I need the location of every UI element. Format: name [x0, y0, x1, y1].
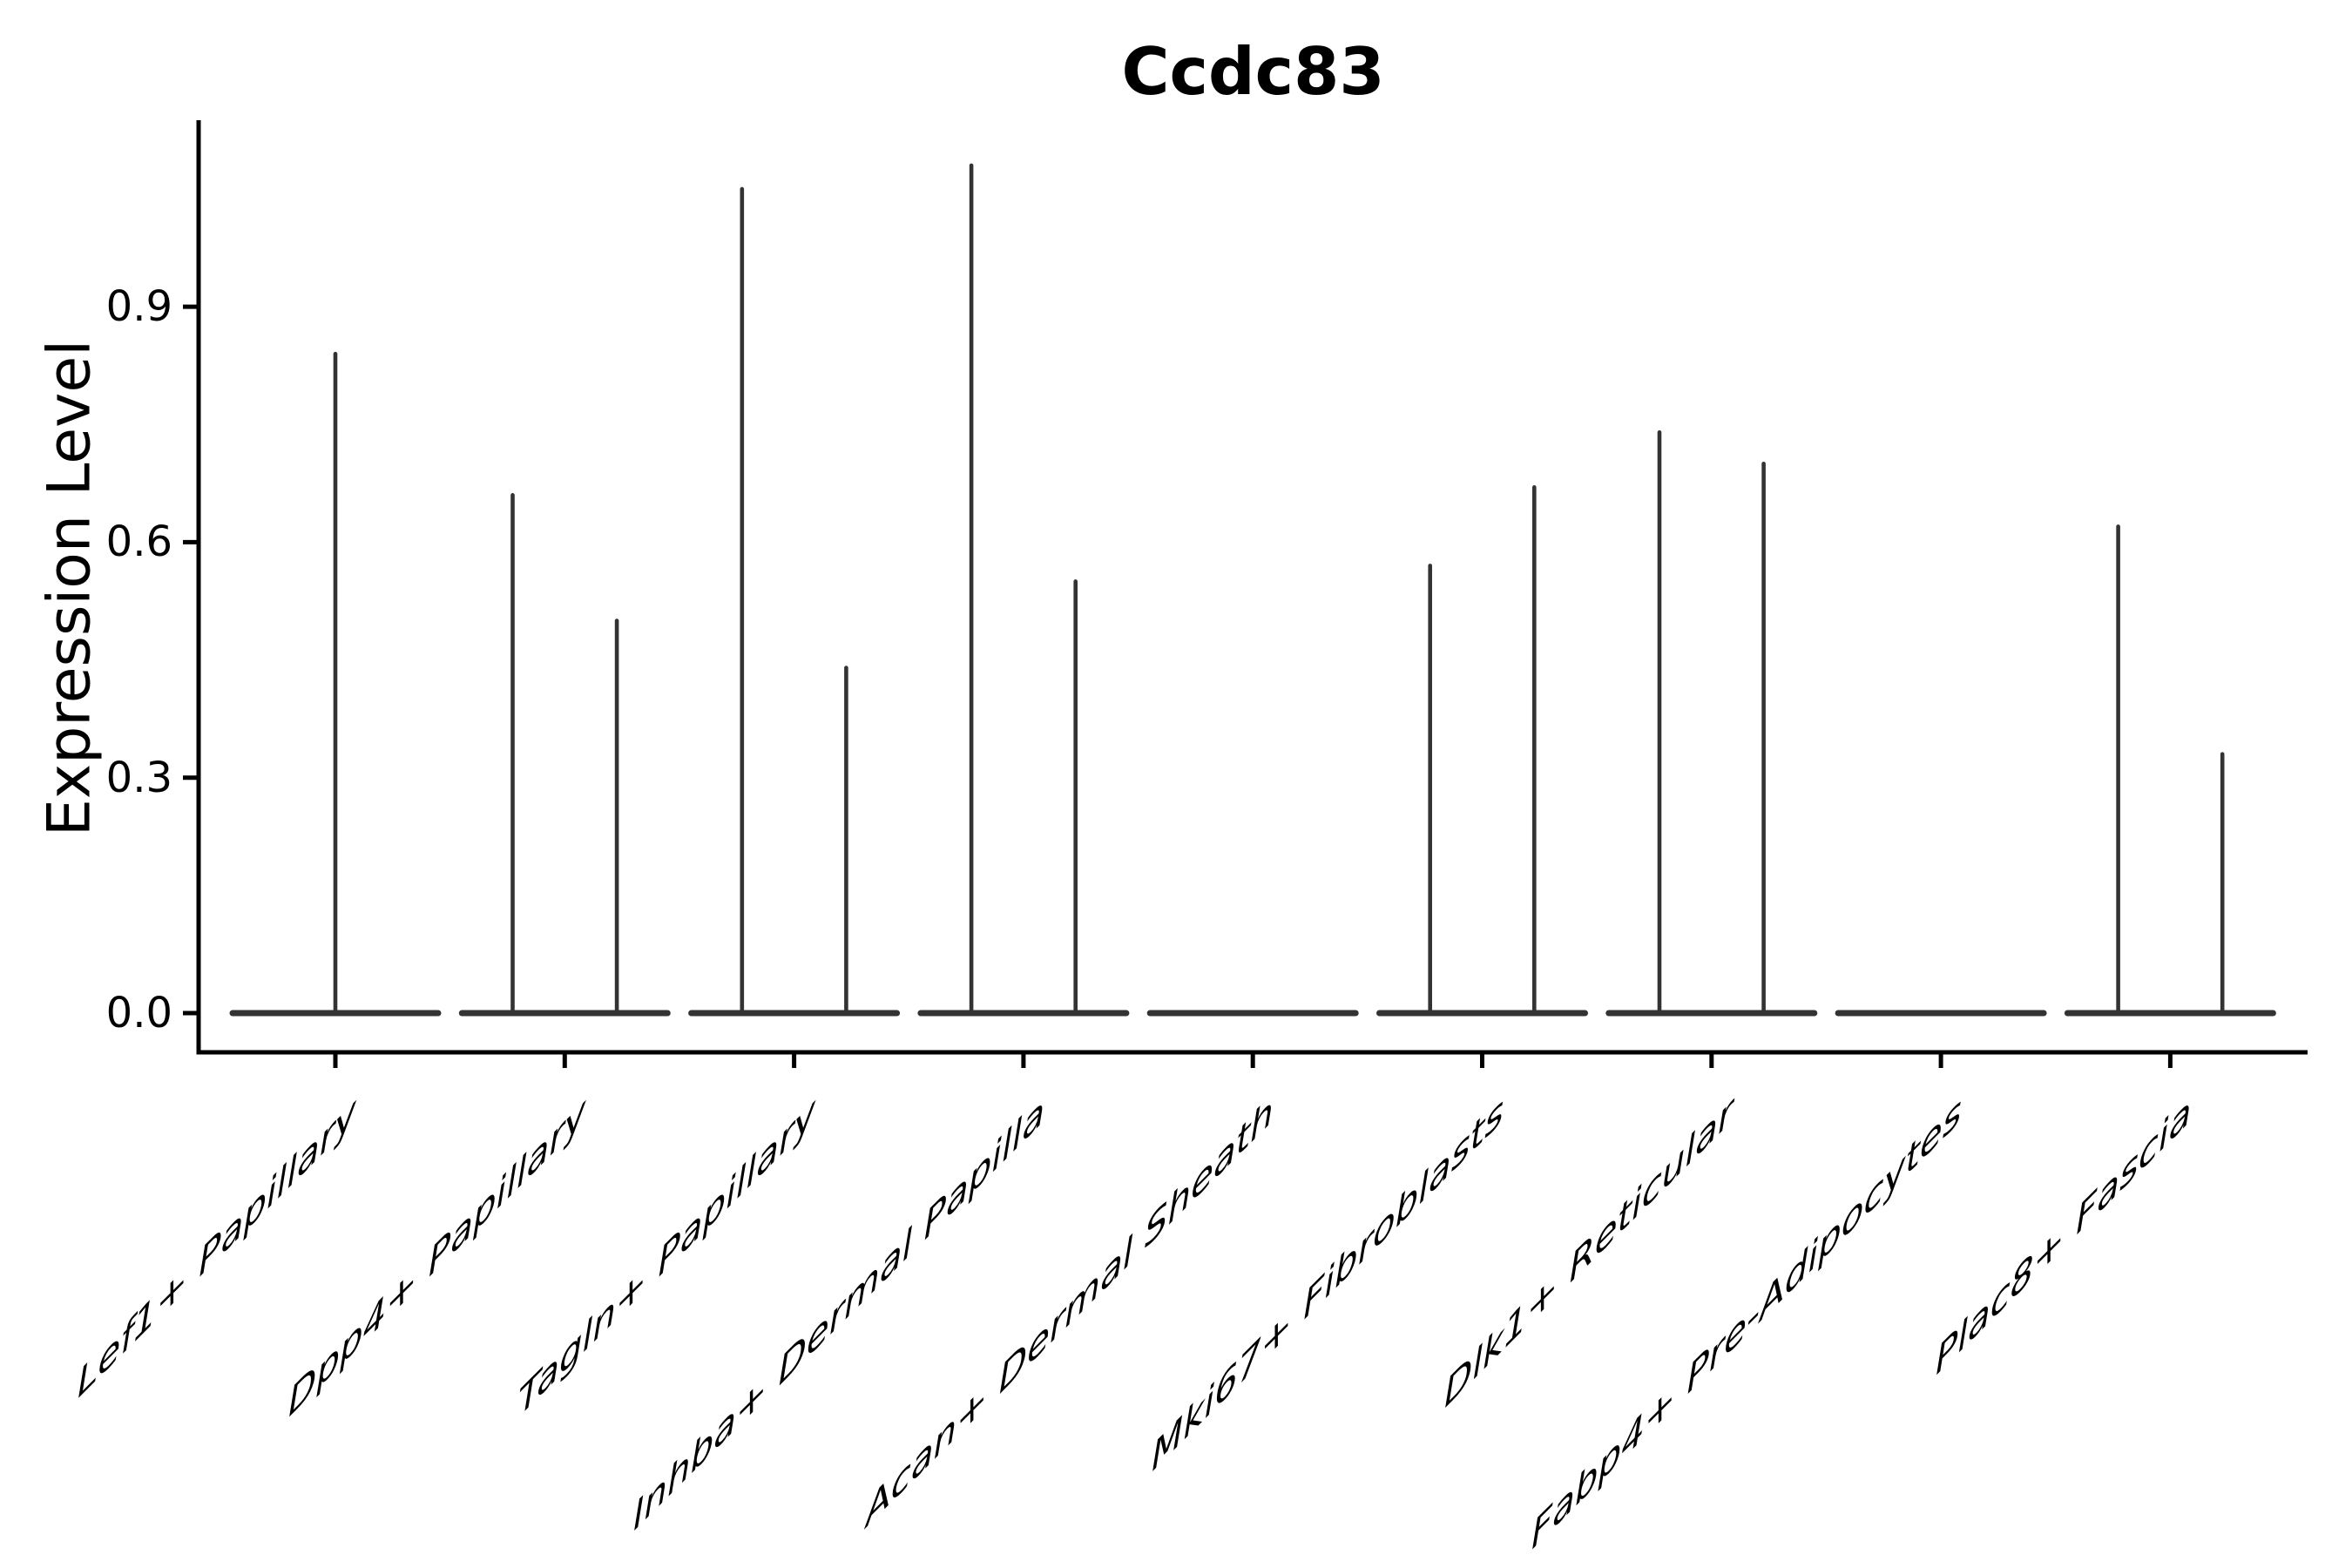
chart-title: Ccdc83: [1121, 33, 1385, 110]
y-tick-label: 0.6: [105, 517, 172, 567]
y-tick-label: 0.9: [105, 282, 172, 332]
y-tick-label: 0.3: [105, 753, 172, 802]
y-tick-label: 0.0: [105, 989, 172, 1037]
